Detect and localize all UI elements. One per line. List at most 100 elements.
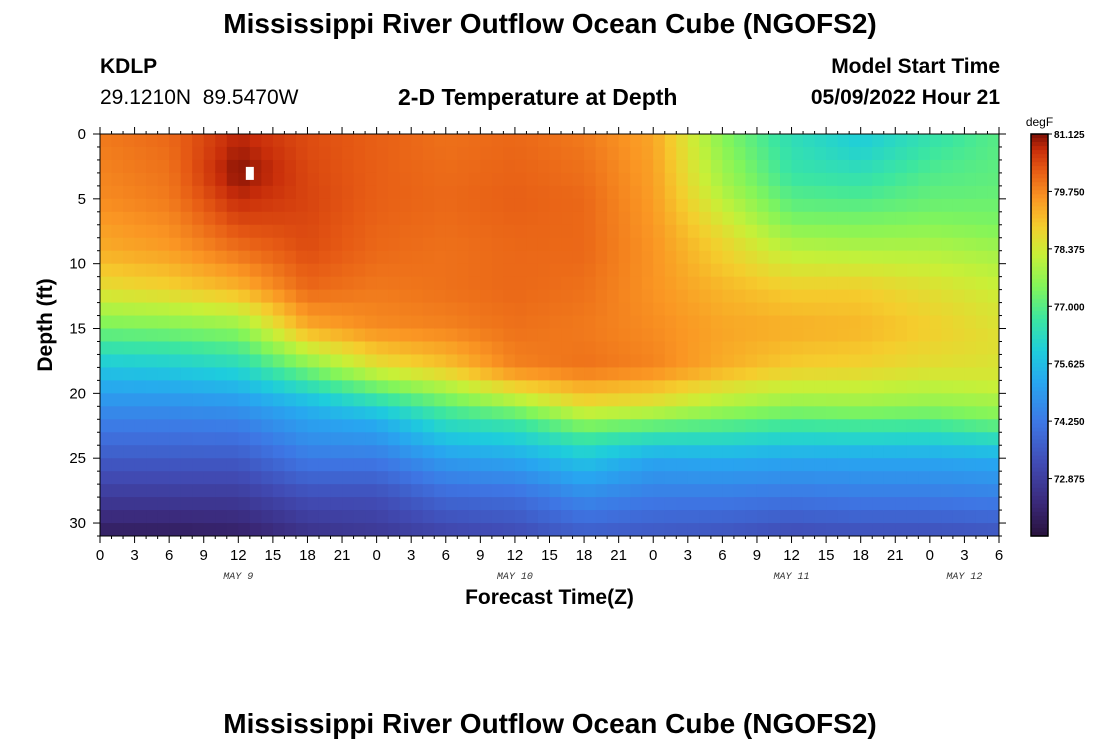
heatmap-cell — [895, 134, 908, 148]
heatmap-cell — [895, 159, 908, 174]
heatmap-cell — [676, 523, 689, 536]
heatmap-cell — [872, 471, 885, 485]
heatmap-cell — [342, 315, 355, 330]
heatmap-cell — [872, 302, 885, 317]
heatmap-cell — [618, 432, 631, 446]
heatmap-cell — [733, 510, 747, 524]
heatmap-cell — [641, 497, 654, 511]
heatmap-cell — [549, 134, 562, 148]
heatmap-cell — [549, 367, 562, 381]
heatmap-cell — [169, 159, 182, 174]
heatmap-cell — [123, 419, 136, 433]
heatmap-cell — [376, 211, 389, 226]
heatmap-cell — [365, 328, 378, 343]
heatmap-cell — [342, 367, 355, 381]
heatmap-cell — [146, 276, 159, 291]
heatmap-cell — [480, 263, 493, 278]
heatmap-cell — [330, 432, 343, 446]
heatmap-cell — [964, 406, 977, 420]
heatmap-cell — [134, 185, 147, 200]
heatmap-cell — [814, 172, 827, 187]
heatmap-cell — [134, 445, 147, 459]
heatmap-cell — [975, 134, 989, 148]
heatmap-cell — [226, 328, 239, 343]
heatmap-cell — [249, 406, 262, 420]
heatmap-cell — [549, 458, 562, 472]
heatmap-cell — [169, 289, 182, 304]
heatmap-cell — [503, 302, 516, 317]
heatmap-cell — [388, 276, 401, 291]
heatmap-cell — [261, 432, 274, 446]
heatmap-cell — [445, 445, 458, 459]
heatmap-cell — [964, 276, 977, 291]
heatmap-cell — [987, 328, 999, 343]
heatmap-cell — [422, 328, 435, 343]
heatmap-cell — [123, 198, 136, 213]
x-tick-label: 18 — [852, 547, 869, 564]
heatmap-cell — [780, 380, 793, 394]
heatmap-cell — [249, 185, 262, 200]
heatmap-cell — [895, 211, 908, 226]
heatmap-cell — [353, 406, 366, 420]
heatmap-cell — [388, 419, 401, 433]
heatmap-cell — [284, 315, 297, 330]
heatmap-cell — [203, 354, 216, 369]
heatmap-cell — [307, 224, 320, 239]
heatmap-cell — [929, 250, 942, 265]
heatmap-cell — [388, 354, 401, 369]
heatmap-cell — [929, 159, 942, 174]
heatmap-cell — [964, 471, 977, 485]
heatmap-cell — [399, 458, 412, 472]
heatmap-cell — [353, 263, 366, 278]
heatmap-cell — [745, 134, 758, 148]
heatmap-cell — [526, 367, 539, 381]
heatmap-cell — [826, 185, 839, 200]
heatmap-cell — [411, 445, 424, 459]
heatmap-cell — [376, 198, 389, 213]
heatmap-cell — [687, 380, 700, 394]
heatmap-cell — [399, 134, 412, 148]
heatmap-cell — [526, 315, 539, 330]
heatmap-cell — [261, 224, 274, 239]
heatmap-cell — [572, 393, 585, 407]
heatmap-cell — [388, 523, 401, 536]
heatmap-cell — [572, 198, 585, 213]
heatmap-cell — [272, 354, 286, 369]
heatmap-cell — [503, 510, 516, 524]
heatmap-cell — [272, 367, 286, 381]
heatmap-cell — [180, 484, 193, 498]
heatmap-cell — [733, 146, 747, 161]
heatmap-cell — [261, 458, 274, 472]
heatmap-cell — [549, 354, 562, 369]
heatmap-cell — [203, 458, 216, 472]
heatmap-cell — [572, 510, 585, 524]
heatmap-cell — [249, 328, 262, 343]
heatmap-cell — [457, 159, 470, 174]
heatmap-cell — [111, 263, 124, 278]
heatmap-cell — [756, 380, 770, 394]
heatmap-cell — [664, 484, 677, 498]
heatmap-cell — [906, 445, 919, 459]
heatmap-cell — [860, 419, 873, 433]
heatmap-cell — [399, 185, 412, 200]
heatmap-cell — [895, 445, 908, 459]
heatmap-cell — [353, 172, 366, 187]
heatmap-cell — [388, 510, 401, 524]
heatmap-cell — [952, 224, 966, 239]
heatmap-cell — [434, 172, 447, 187]
heatmap-cell — [895, 497, 908, 511]
heatmap-cell — [284, 341, 297, 356]
heatmap-cell — [710, 315, 723, 330]
heatmap-cell — [180, 159, 193, 174]
heatmap-cell — [180, 224, 193, 239]
heatmap-cell — [906, 497, 919, 511]
heatmap-cell — [399, 289, 412, 304]
heatmap-cell — [561, 276, 574, 291]
heatmap-cell — [791, 341, 804, 356]
heatmap-cell — [284, 445, 297, 459]
heatmap-cell — [134, 315, 147, 330]
heatmap-cell — [226, 134, 239, 148]
heatmap-cell — [422, 380, 435, 394]
heatmap-cell — [480, 510, 493, 524]
heatmap-cell — [549, 419, 562, 433]
